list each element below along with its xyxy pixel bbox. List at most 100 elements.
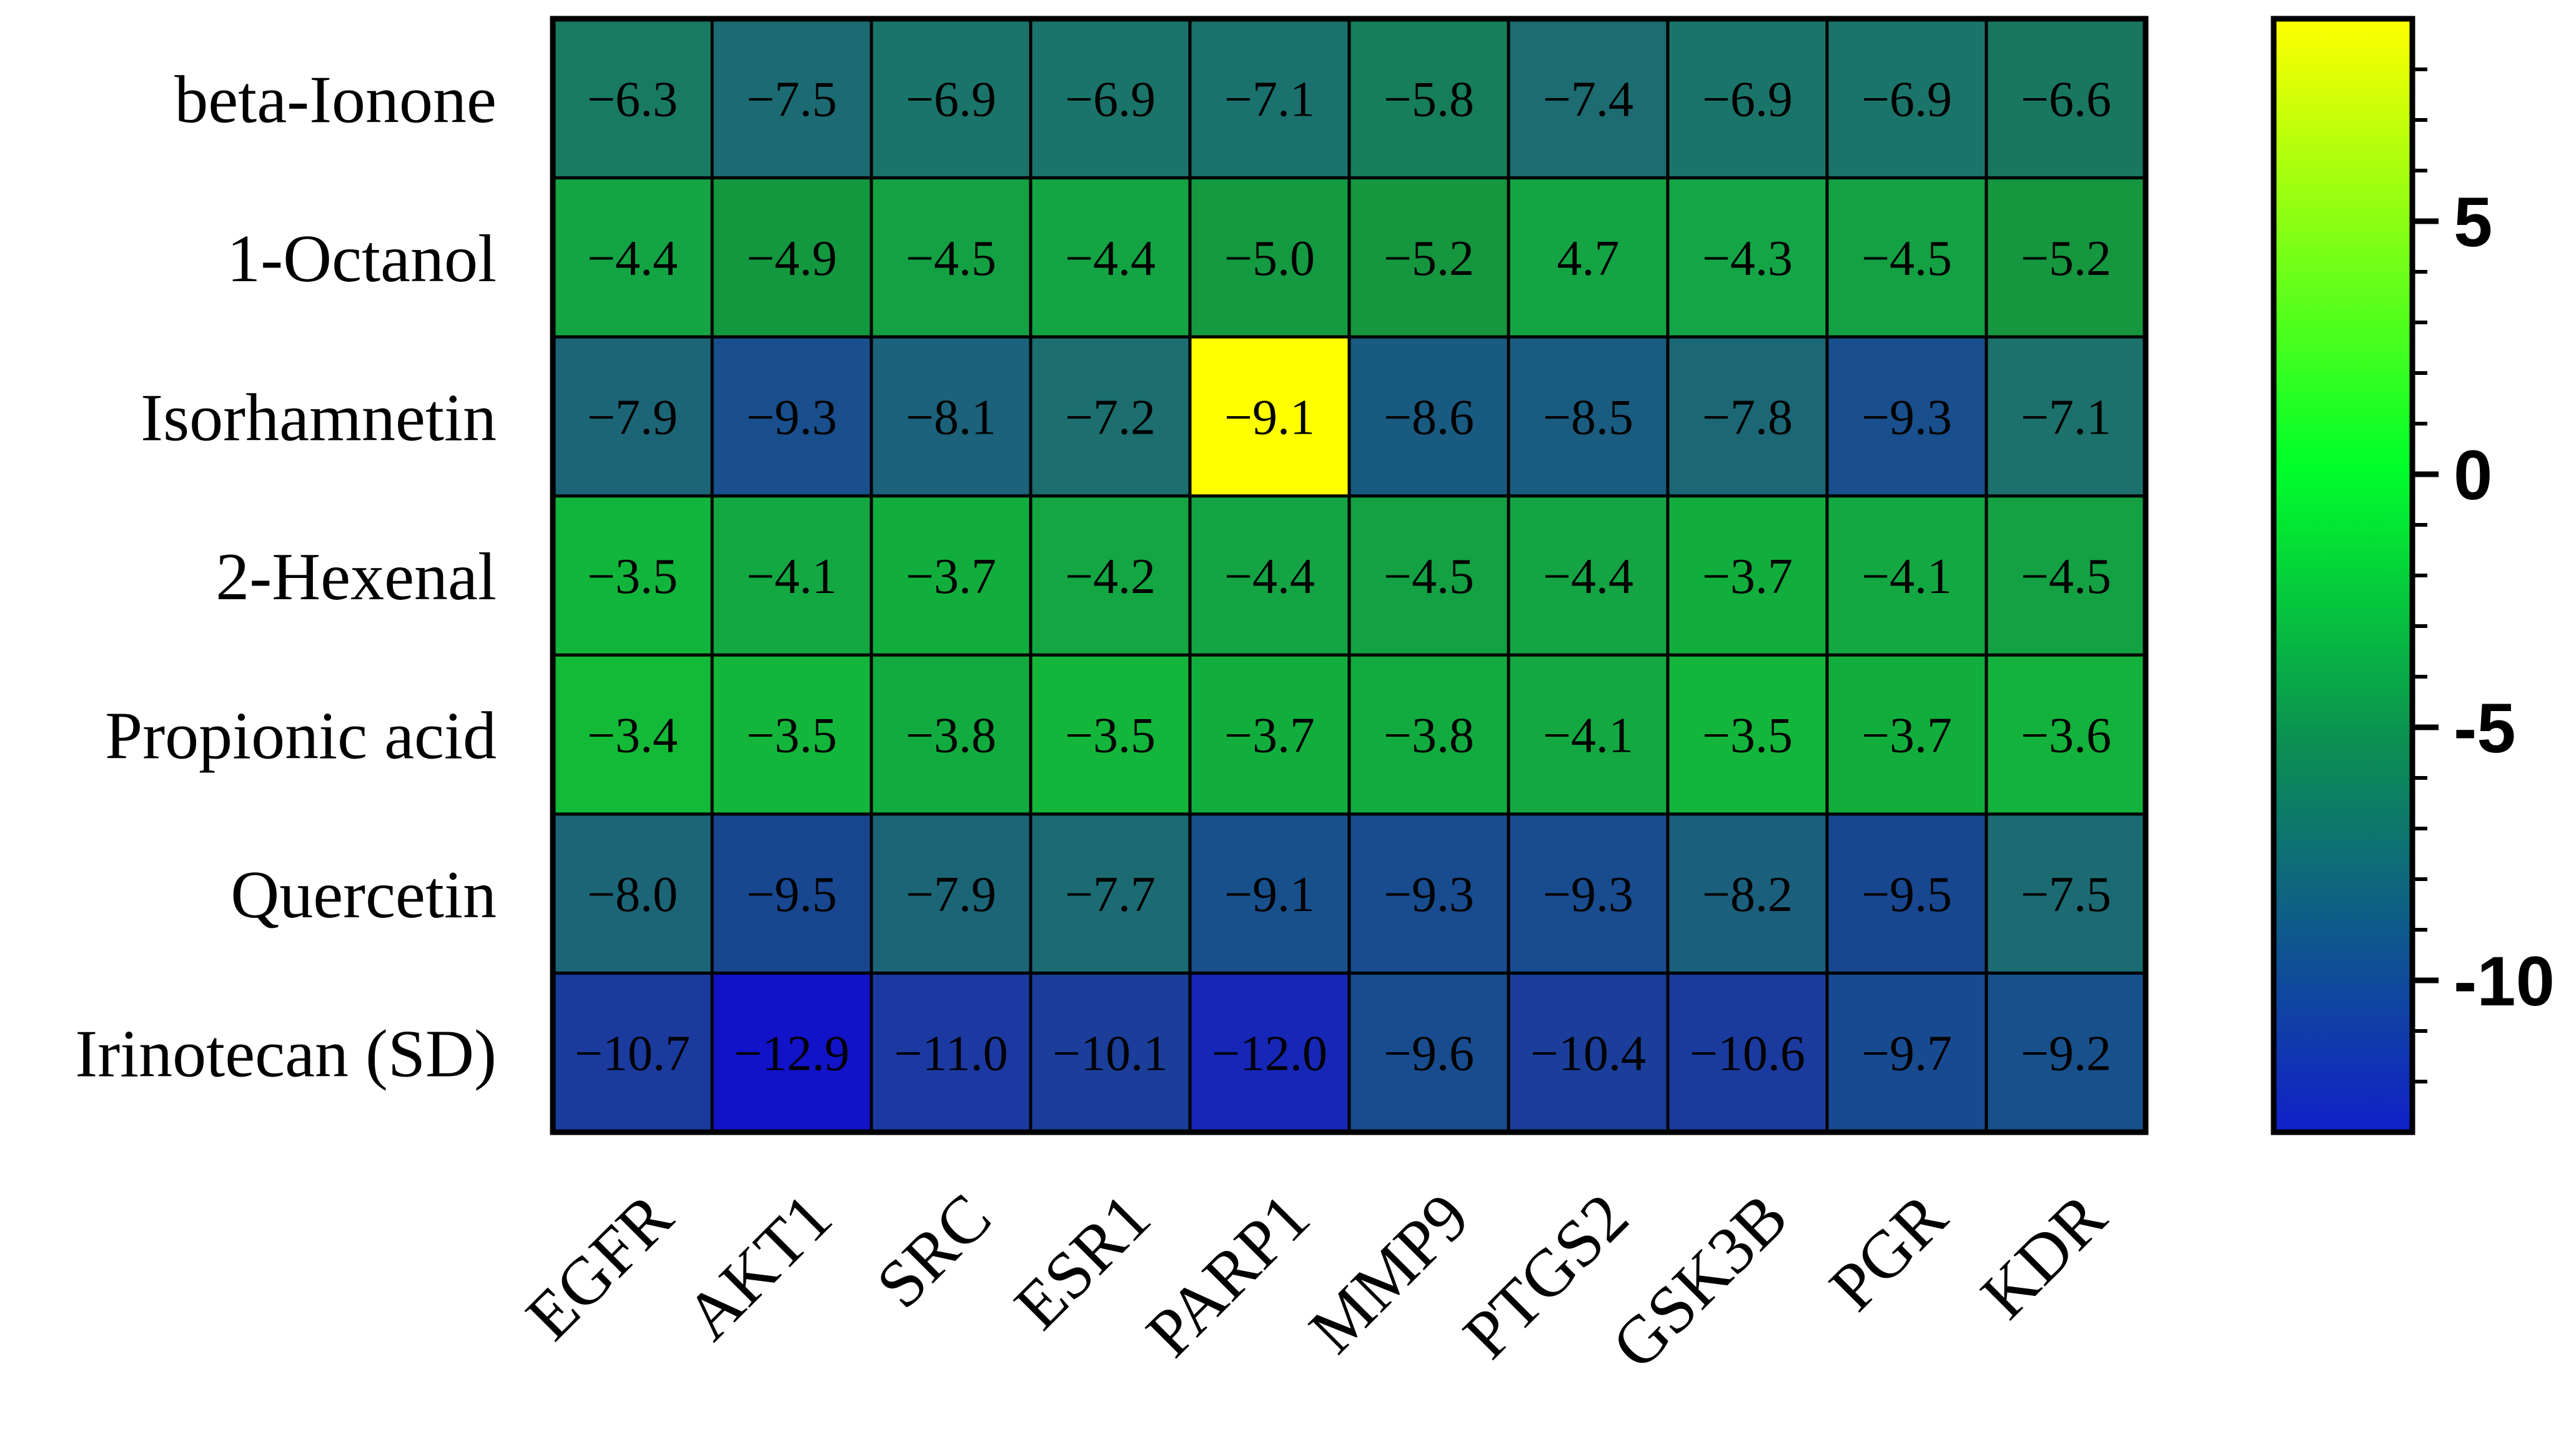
column-label: SRC (863, 1180, 1005, 1322)
cell-value-label: −8.6 (1384, 390, 1474, 445)
cell-value-label: −7.9 (587, 390, 678, 445)
heatmap-cell (1827, 177, 1986, 337)
cell-value-label: −5.0 (1224, 231, 1315, 286)
cell-value-label: −3.7 (1702, 549, 1793, 604)
cell-value-label: −10.7 (575, 1027, 690, 1082)
heatmap-cell (1668, 655, 1827, 814)
heatmap-cell (553, 495, 712, 655)
heatmap-cells (553, 19, 2146, 1132)
heatmap-cell (1986, 814, 2146, 973)
heatmap-cell (871, 495, 1031, 655)
heatmap-cell (712, 973, 871, 1132)
heatmap-cell (712, 655, 871, 814)
heatmap-cell (1986, 177, 2146, 337)
cell-value-label: −6.3 (587, 72, 678, 127)
heatmap-cell (1508, 973, 1668, 1132)
colorbar-tick-label: 0 (2454, 436, 2492, 514)
heatmap-cell (1986, 973, 2146, 1132)
column-label: MMP9 (1295, 1180, 1484, 1368)
heatmap-cell (553, 177, 712, 337)
heatmap-cell (1827, 495, 1986, 655)
heatmap-cell (1827, 337, 1986, 496)
cell-value-label: −3.8 (1384, 709, 1474, 764)
cell-value-label: −8.1 (906, 390, 996, 445)
cell-value-label: −3.7 (906, 549, 996, 604)
cell-value-label: −7.1 (1224, 72, 1315, 127)
cell-value-label: −3.7 (1224, 709, 1315, 764)
cell-value-label: −9.3 (1543, 867, 1633, 922)
cell-value-label: −9.6 (1384, 1027, 1474, 1082)
cell-value-label: −10.4 (1530, 1027, 1646, 1082)
heatmap-cell (1668, 177, 1827, 337)
heatmap-cell (1508, 495, 1668, 655)
heatmap-cell (1508, 814, 1668, 973)
heatmap-cell (1190, 814, 1349, 973)
cell-value-label: −12.0 (1212, 1027, 1327, 1082)
colorbar-tick-label: -10 (2454, 942, 2555, 1020)
row-label: 2-Hexenal (215, 540, 497, 614)
heatmap-cell (1031, 814, 1190, 973)
row-labels: beta-Ionone 1-Octanol Isorhamnetin 2-Hexena… (75, 62, 497, 1091)
cell-value-label: −7.4 (1543, 72, 1633, 127)
heatmap-cell (553, 337, 712, 496)
cell-value-label: −10.6 (1690, 1027, 1805, 1082)
colorbar-tick-label: 5 (2454, 183, 2492, 261)
heatmap-cell (1827, 19, 1986, 178)
heatmap-cell (1190, 655, 1349, 814)
heatmap-cell (1190, 177, 1349, 337)
cell-value-label: −4.5 (906, 231, 996, 286)
cell-value-label: −4.1 (746, 549, 837, 604)
heatmap-cell (1190, 973, 1349, 1132)
column-label: KDR (1967, 1180, 2120, 1333)
cell-value-label: −7.8 (1702, 390, 1793, 445)
cell-value-label: −6.6 (2021, 72, 2111, 127)
cell-value-label: −11.0 (894, 1027, 1008, 1082)
heatmap-cell (712, 337, 871, 496)
heatmap-grid (550, 16, 2149, 1135)
cell-value-label: −6.9 (1702, 72, 1793, 127)
heatmap-cell (871, 973, 1031, 1132)
cell-value-label: −5.8 (1384, 72, 1474, 127)
cell-value-label: 4.7 (1557, 231, 1620, 286)
heatmap-cell (1349, 973, 1508, 1132)
heatmap-cell (1668, 337, 1827, 496)
cell-value-label: −5.2 (1384, 231, 1474, 286)
heatmap-cell (553, 973, 712, 1132)
cell-value-label: −5.2 (2021, 231, 2111, 286)
colorbar: 5 0 -5 -10 (2271, 16, 2555, 1135)
column-label: GSK3B (1598, 1180, 1801, 1383)
heatmap-cell (1349, 655, 1508, 814)
cell-value-label: −7.7 (1065, 867, 1156, 922)
heatmap-cell (1349, 19, 1508, 178)
heatmap-cell (553, 655, 712, 814)
column-label: AKT1 (671, 1180, 846, 1354)
heatmap-cell (1668, 814, 1827, 973)
heatmap-cell (1986, 495, 2146, 655)
cell-value-label: −3.4 (587, 709, 678, 764)
heatmap-cell-labels: −6.3 −7.5 −6.9 −6.9 −7.1 −5.8 −7.4 −6.9 −6.9 −6.6… (575, 72, 2111, 1081)
heatmap-cell (1508, 19, 1668, 178)
heatmap-cell (712, 495, 871, 655)
cell-value-label: −4.5 (1384, 549, 1474, 604)
cell-value-label: −3.5 (587, 549, 678, 604)
heatmap-cell (1986, 655, 2146, 814)
row-label: beta-Ionone (174, 62, 497, 137)
cell-value-label: −4.5 (1861, 231, 1952, 286)
cell-value-label: −9.3 (1384, 867, 1474, 922)
cell-value-label: −4.9 (746, 231, 837, 286)
cell-value-label: −7.5 (746, 72, 837, 127)
cell-value-label: −4.4 (1224, 549, 1315, 604)
heatmap-cell (1508, 177, 1668, 337)
cell-value-label: −7.5 (2021, 867, 2111, 922)
cell-value-label: −10.1 (1053, 1027, 1168, 1082)
heatmap-cell (1508, 655, 1668, 814)
heatmap-cell (712, 814, 871, 973)
cell-value-label: −6.9 (1861, 72, 1952, 127)
heatmap-cell (1668, 495, 1827, 655)
column-label: PGR (1816, 1180, 1961, 1325)
heatmap-cell (871, 655, 1031, 814)
cell-value-label: −9.1 (1224, 390, 1315, 445)
cell-value-label: −7.1 (2021, 390, 2111, 445)
